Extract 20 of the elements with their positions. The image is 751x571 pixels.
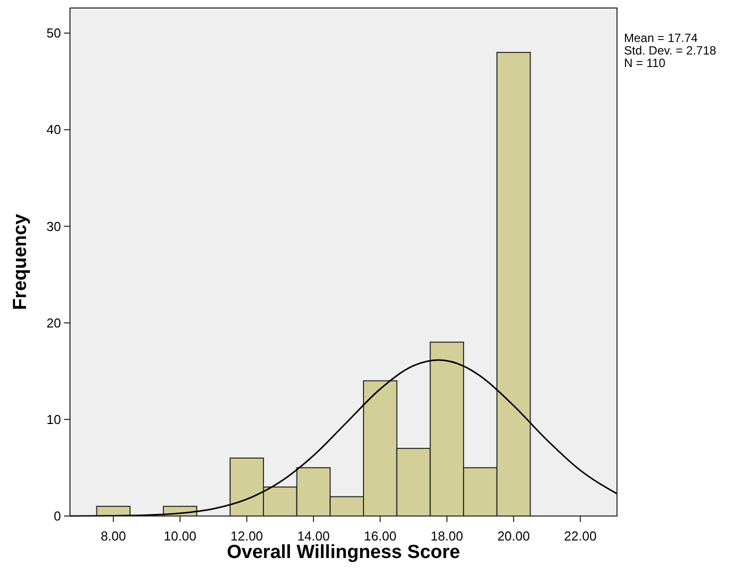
x-tick-label: 18.00: [430, 528, 464, 544]
x-tick-label: 22.00: [564, 528, 597, 544]
x-tick-label: 20.00: [497, 528, 530, 544]
x-tick-label: 14.00: [297, 528, 330, 544]
text: Std. Dev. = 2.718: [624, 44, 716, 58]
text: Mean = 17.74: [624, 31, 698, 45]
y-tick-label: 30: [46, 218, 61, 234]
line-series: [69, 359, 618, 517]
y-tick-label: 40: [46, 122, 61, 138]
x-axis-title: Overall Willingness Score: [226, 542, 460, 563]
text: N = 110: [624, 56, 666, 70]
x-tick-label: 12.00: [230, 528, 264, 544]
y-tick-label: 20: [46, 315, 61, 330]
y-axis-title: Frequency: [10, 214, 31, 310]
y-tick-label: 0: [54, 508, 61, 524]
y-tick-label: 10: [46, 412, 61, 427]
x-tick-label: 16.00: [364, 528, 396, 544]
y-tick-label: 50: [46, 26, 61, 41]
x-tick-label: 10.00: [164, 528, 196, 544]
x-tick-label: 8.00: [100, 528, 126, 544]
